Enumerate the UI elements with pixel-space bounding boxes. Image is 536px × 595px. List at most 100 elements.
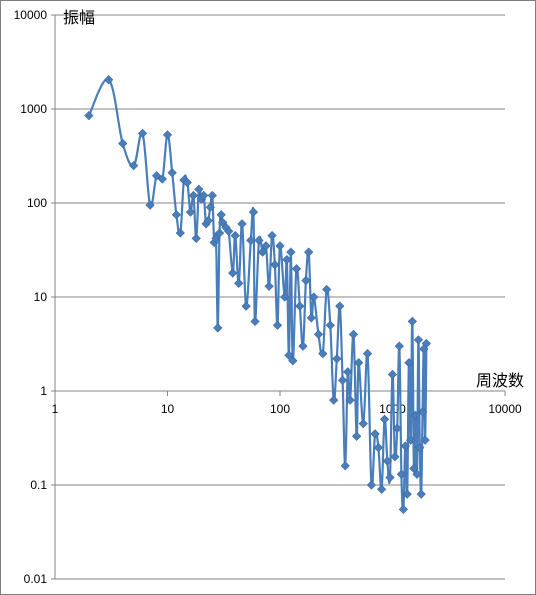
data-point-marker (345, 395, 355, 405)
data-point-marker (284, 350, 294, 360)
x-tick-labels: 1 10 100 1000 10000 (52, 402, 522, 416)
data-point-marker (325, 320, 335, 330)
data-point-marker (275, 241, 285, 251)
data-point-marker (104, 75, 114, 85)
x-axis-title: 周波数 (476, 371, 524, 390)
data-point-marker (390, 452, 400, 462)
data-point-marker (394, 341, 404, 351)
data-point-marker (205, 202, 215, 212)
data-point-marker (175, 228, 185, 238)
x-tick-label: 10000 (488, 402, 522, 416)
data-point-marker (362, 348, 373, 359)
data-point-marker (343, 367, 353, 377)
data-point-marker (145, 200, 155, 210)
data-point-marker (385, 472, 395, 483)
data-point-marker (270, 260, 280, 270)
data-point-marker (420, 435, 430, 445)
data-point-marker (272, 320, 283, 330)
data-point-marker (286, 247, 296, 257)
data-point-marker (254, 235, 264, 246)
data-point-marker (230, 230, 240, 241)
data-point-marker (382, 456, 392, 466)
data-point-marker (402, 489, 412, 499)
data-point-marker (406, 435, 416, 445)
data-point-marker (264, 281, 274, 291)
data-point-marker (335, 301, 345, 311)
y-tick-label: 1000 (20, 102, 47, 116)
data-point-marker (396, 469, 407, 479)
x-tick-label: 1 (52, 402, 59, 416)
data-point-marker (214, 228, 225, 238)
data-point-marker (171, 210, 182, 220)
data-point-marker (216, 210, 226, 220)
data-point-marker (162, 130, 173, 140)
data-point-marker (301, 275, 311, 286)
data-point-marker (118, 138, 128, 149)
data-point-marker (257, 247, 268, 257)
data-point-marker (234, 278, 244, 288)
data-point-marker (352, 431, 362, 441)
data-point-marker (376, 484, 387, 494)
data-point-marker (298, 341, 308, 351)
data-point-marker (157, 174, 167, 184)
data-point-marker (237, 219, 247, 229)
data-point-marker (366, 480, 377, 490)
data-point-marker (224, 226, 234, 236)
data-point-marker (407, 316, 417, 327)
data-point-marker (398, 504, 409, 515)
series-markers (84, 75, 431, 515)
data-point-marker (194, 184, 204, 194)
data-point-marker (332, 354, 342, 364)
data-point-marker (282, 254, 292, 265)
data-point-marker (191, 233, 201, 244)
y-tick-label: 10 (34, 290, 48, 304)
data-point-marker (329, 395, 339, 405)
data-point-marker (246, 235, 256, 246)
y-tick-label: 0.01 (24, 572, 48, 586)
data-point-marker (84, 111, 94, 121)
data-point-marker (188, 190, 199, 201)
y-tick-labels: 10000 1000 100 10 1 0.1 0.01 (14, 8, 48, 586)
data-point-marker (203, 215, 213, 226)
y-tick-label: 0.1 (30, 478, 47, 492)
data-point-marker (185, 207, 196, 217)
data-point-marker (373, 442, 384, 453)
data-point-marker (250, 316, 260, 327)
data-point-marker (340, 461, 350, 471)
data-point-marker (129, 160, 139, 171)
y-tick-label: 10000 (14, 8, 48, 22)
data-point-marker (415, 442, 425, 453)
data-point-marker (412, 469, 422, 479)
data-point-marker (291, 264, 302, 274)
data-point-marker (354, 358, 364, 368)
x-tick-label: 10 (161, 402, 175, 416)
data-point-marker (309, 292, 319, 302)
data-point-marker (337, 375, 348, 385)
y-tick-label: 1 (40, 384, 47, 398)
data-point-marker (313, 329, 324, 340)
data-point-marker (348, 329, 359, 340)
data-point-marker (387, 369, 398, 380)
data-point-marker (413, 335, 424, 345)
data-point-marker (261, 241, 271, 251)
data-point-marker (409, 463, 419, 474)
gridlines (55, 14, 505, 580)
data-point-marker (304, 247, 314, 257)
data-point-marker (416, 489, 426, 499)
y-tick-label: 100 (27, 196, 47, 210)
data-point-marker (228, 268, 238, 278)
data-point-marker (288, 356, 298, 366)
data-point-marker (318, 348, 328, 359)
data-point-marker (400, 441, 410, 451)
data-point-marker (248, 207, 259, 217)
data-point-marker (267, 230, 277, 241)
data-point-marker (211, 233, 221, 244)
data-point-marker (280, 292, 290, 302)
data-point-marker (322, 284, 332, 295)
y-axis-title: 振幅 (63, 8, 95, 27)
data-point-marker (182, 177, 192, 188)
data-point-marker (207, 190, 217, 201)
data-point-marker (295, 301, 305, 311)
x-tick-label: 100 (270, 402, 290, 416)
